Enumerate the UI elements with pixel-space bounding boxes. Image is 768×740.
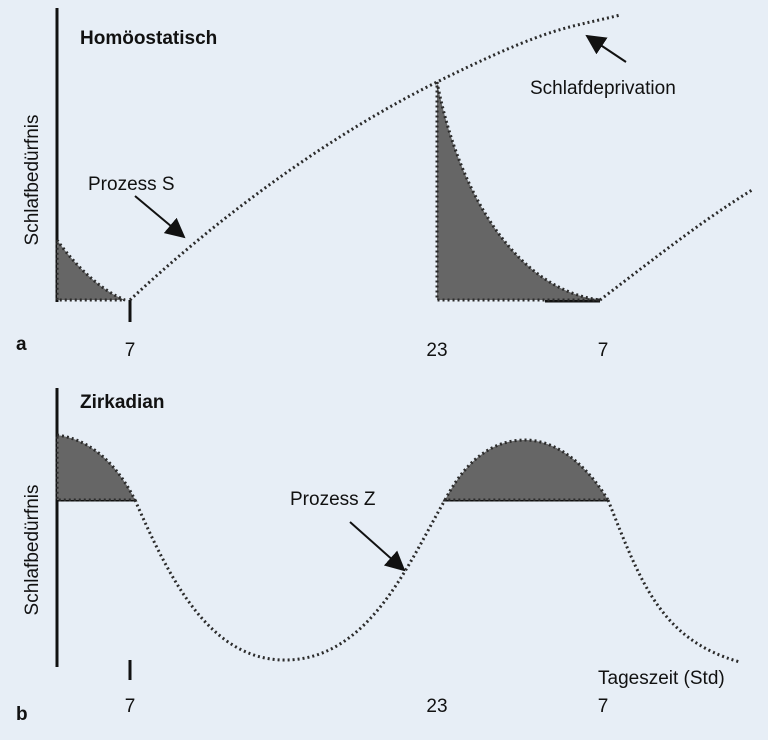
x-title: Tageszeit (Std): [598, 668, 725, 689]
panel-b: Zirkadian Schlafbedürfnis b 7 23 7 Proze…: [16, 388, 741, 725]
y-label: Schlafbedürfnis: [22, 485, 43, 616]
shaded-area: [442, 438, 611, 502]
y-label: Schlafbedürfnis: [22, 115, 43, 246]
panel-letter: a: [16, 334, 27, 355]
arrow: [349, 521, 406, 572]
shaded-area: [435, 81, 601, 302]
x-label: 23: [426, 696, 447, 717]
process-s-curve: [128, 13, 621, 302]
x-label: 23: [426, 340, 447, 361]
arrow: [134, 195, 186, 239]
panel-letter: b: [16, 704, 28, 725]
panel-a: Homöostatisch Schlafbedürfnis a 7 23 7 P…: [16, 8, 753, 361]
process-z-curve: [606, 499, 741, 664]
annotation: Schlafdeprivation: [530, 78, 676, 99]
arrow: [585, 34, 627, 63]
x-label: 7: [598, 340, 609, 361]
shaded-area: [55, 433, 138, 502]
x-label: 7: [125, 696, 136, 717]
panel-title: Homöostatisch: [80, 28, 217, 49]
panel-title: Zirkadian: [80, 392, 164, 413]
annotation: Prozess S: [88, 174, 175, 195]
shaded-area: [55, 235, 126, 302]
x-label: 7: [125, 340, 136, 361]
process-s-curve: [599, 188, 753, 302]
annotation: Prozess Z: [290, 489, 376, 510]
x-label: 7: [598, 696, 609, 717]
